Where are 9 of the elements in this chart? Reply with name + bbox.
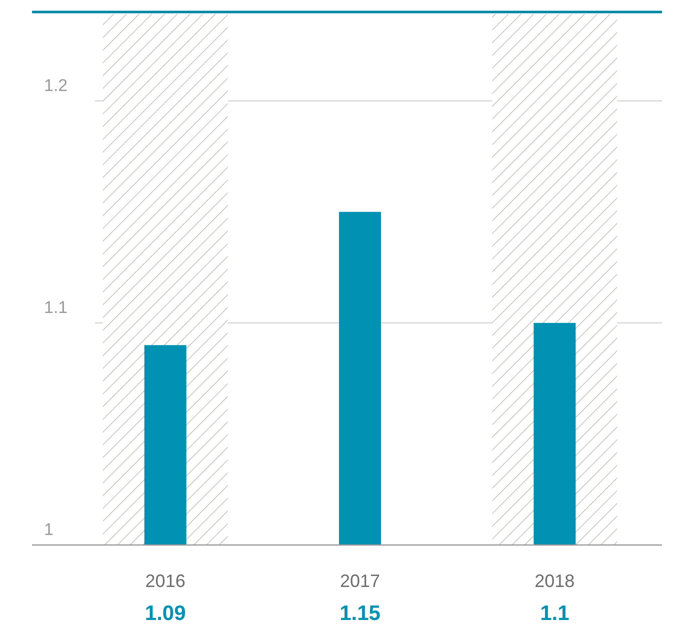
data-label: 1.15 [340,602,381,625]
x-tick-label: 2018 [534,571,575,591]
data-label: 1.09 [144,602,186,625]
y-tick-label: 1.1 [44,298,68,317]
y-tick-label: 1.2 [44,76,68,95]
x-tick-label: 2016 [145,571,186,591]
x-tick-label: 2017 [340,571,380,591]
y-tick-label: 1 [44,520,54,539]
data-label: 1.1 [540,602,570,625]
